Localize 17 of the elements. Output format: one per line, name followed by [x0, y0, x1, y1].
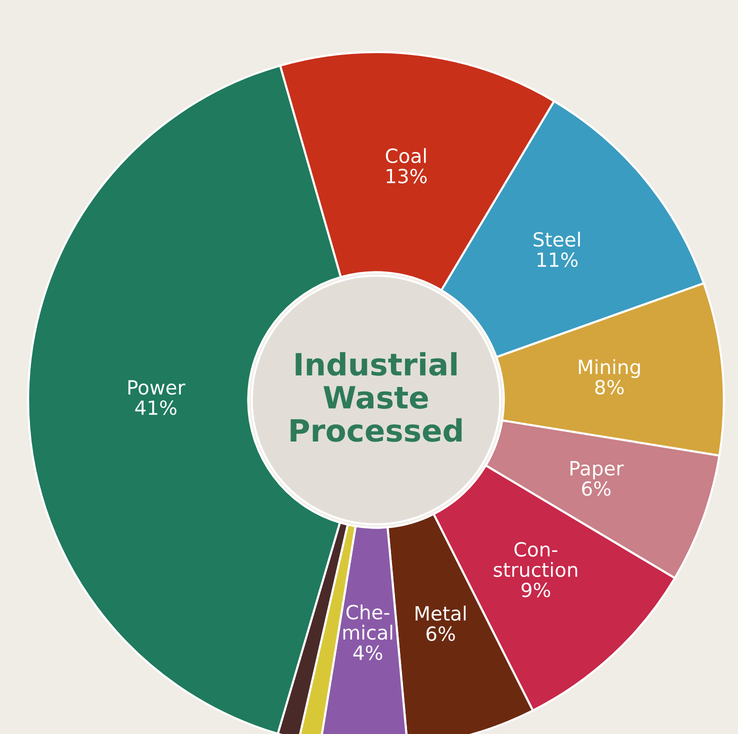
slice-label: Metal	[416, 606, 466, 621]
data-label: 6%	[582, 481, 611, 496]
data-label: 41%	[135, 400, 176, 416]
text: Industrial Waste Processed	[290, 352, 462, 442]
slice-label: Coal	[386, 148, 426, 164]
slice-label: Mining	[578, 359, 640, 378]
data-label: 8%	[595, 380, 624, 395]
data-label: 6%	[426, 626, 455, 642]
data-label: 13%	[386, 168, 427, 184]
slice-label: Che- mical	[343, 604, 392, 640]
slice-label: Con- struction	[494, 542, 578, 577]
slice-label: Power	[128, 380, 186, 395]
data-label: 9%	[522, 582, 550, 598]
slice-label: Steel	[534, 232, 580, 247]
slice-label: Paper	[570, 461, 624, 480]
data-label: 4%	[353, 645, 382, 660]
data-label: 11%	[538, 252, 578, 268]
